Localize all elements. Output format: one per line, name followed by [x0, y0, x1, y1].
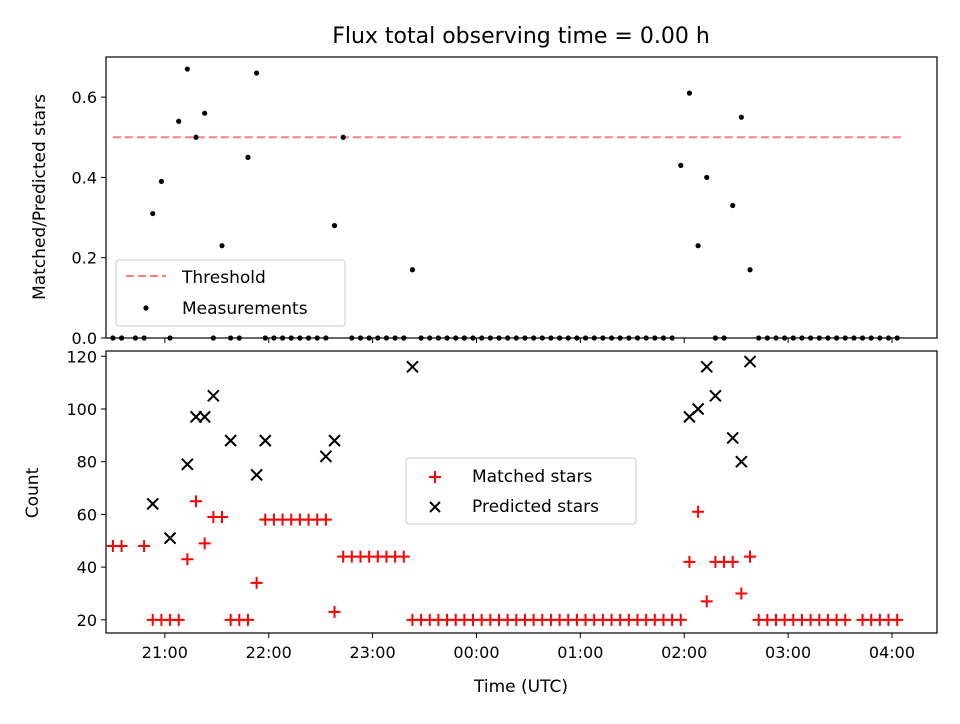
matched-star-point [198, 537, 211, 550]
measurement-point [678, 162, 684, 168]
matched-star-point [674, 613, 687, 626]
top-panel: Flux total observing time = 0.00 h Match… [30, 24, 938, 348]
matched-star-point [241, 613, 254, 626]
matched-legend-marker [429, 471, 441, 483]
predicted-star-point [700, 360, 713, 374]
bottom-plot-area: 21:00 22:00 23:00 00:00 01:00 02:00 03:00 04:00… [66, 347, 915, 662]
legend-label-matched: Matched stars [472, 467, 592, 487]
matched-star-point [726, 555, 739, 568]
predicted-star-point [224, 434, 237, 447]
matched-star-point [172, 613, 185, 626]
measurement-point [738, 114, 744, 120]
top-plot-area: 0.0 0.2 0.4 0.6 [72, 66, 903, 348]
top-y-tick-label: 0.6 [72, 88, 97, 107]
matched-star-point [891, 613, 904, 626]
measurement-point [193, 134, 199, 140]
measurement-point [176, 118, 182, 124]
bottom-x-tick-label: 22:00 [246, 643, 292, 662]
bottom-y-axis-label: Count [23, 467, 43, 518]
predicted-star-point [250, 468, 263, 482]
measurement-point [150, 210, 156, 217]
matched-star-point [397, 550, 410, 563]
predicted-star-point [406, 360, 419, 374]
matched-star-point [839, 613, 852, 626]
bottom-legend-box [405, 457, 637, 525]
bottom-panel: Count Time (UTC) 21:00 22:00 23:00 00:00 01:… [23, 347, 938, 697]
predicted-legend-marker [429, 501, 441, 513]
bottom-axes-frame [105, 350, 938, 634]
measurement-point [202, 110, 208, 116]
predicted-star-point [319, 450, 333, 463]
bottom-y-tick-label: 120 [66, 347, 97, 366]
predicted-star-point [163, 531, 177, 545]
top-title: Flux total observing time = 0.00 h [332, 24, 710, 49]
bottom-x-tick-label: 02:00 [661, 643, 707, 662]
bottom-x-axis-label: Time (UTC) [473, 677, 568, 697]
matched-star-point [181, 553, 194, 566]
bottom-y-tick-label: 100 [66, 400, 97, 419]
bottom-x-tick-label: 00:00 [453, 643, 499, 662]
predicted-star-point [181, 458, 194, 471]
measurement-point [184, 66, 190, 72]
predicted-star-point [743, 355, 757, 368]
measurement-point [686, 90, 693, 96]
predicted-star-point [207, 389, 220, 403]
predicted-star-point [328, 434, 341, 447]
top-y-axis-label: Matched/Predicted stars [30, 94, 50, 300]
matched-star-point [328, 605, 341, 618]
top-y-tick-label: 0.2 [72, 249, 97, 268]
measurement-point [331, 223, 338, 229]
predicted-star-point [259, 434, 272, 447]
bottom-y-tick-label: 60 [77, 505, 97, 524]
measurement-point [695, 243, 701, 249]
bottom-y-tick-label: 20 [77, 611, 97, 630]
legend-label-threshold: Threshold [181, 268, 266, 288]
top-y-tick-label: 0.4 [72, 168, 97, 187]
matched-star-point [319, 513, 332, 526]
matched-star-point [692, 505, 705, 518]
predicted-star-point [691, 402, 705, 416]
matched-star-point [115, 540, 128, 553]
measurement-point [747, 267, 753, 273]
measurement-point [704, 174, 710, 181]
legend-label-measurements: Measurements [182, 299, 308, 319]
bottom-y-tick-label: 80 [77, 453, 97, 472]
top-legend: Threshold Measurements [115, 259, 346, 327]
top-axes-frame [105, 56, 938, 339]
measurement-point [409, 267, 416, 273]
matched-star-point [735, 587, 748, 600]
bottom-legend: Matched stars Predicted stars [405, 457, 637, 525]
measurement-point [254, 70, 260, 76]
measurement-point [730, 202, 736, 209]
predicted-star-point [726, 431, 739, 445]
predicted-star-point [709, 389, 722, 403]
matched-star-point [700, 595, 713, 608]
matched-star-point [250, 576, 263, 589]
measurement-point [245, 154, 251, 160]
bottom-y-tick-label: 40 [77, 558, 97, 577]
top-legend-box [115, 259, 346, 327]
matched-star-point [138, 540, 151, 553]
matched-star-point [215, 511, 228, 524]
predicted-star-point [146, 497, 159, 511]
matched-star-point [744, 550, 757, 563]
matched-star-point [190, 495, 203, 508]
bottom-x-tick-label: 04:00 [869, 643, 915, 662]
predicted-star-point [735, 455, 748, 468]
bottom-x-tick-label: 01:00 [557, 643, 603, 662]
legend-label-predicted: Predicted stars [472, 497, 599, 517]
measurements-legend-marker [143, 305, 149, 311]
measurement-point [219, 243, 225, 249]
bottom-x-tick-label: 03:00 [765, 643, 811, 662]
measurement-point [158, 178, 164, 185]
measurement-point [340, 134, 346, 140]
predicted-star-point [198, 410, 211, 424]
matched-star-point [683, 555, 696, 568]
bottom-x-tick-label: 21:00 [142, 643, 188, 662]
bottom-x-tick-label: 23:00 [350, 643, 396, 662]
top-y-tick-label: 0.0 [72, 329, 97, 348]
